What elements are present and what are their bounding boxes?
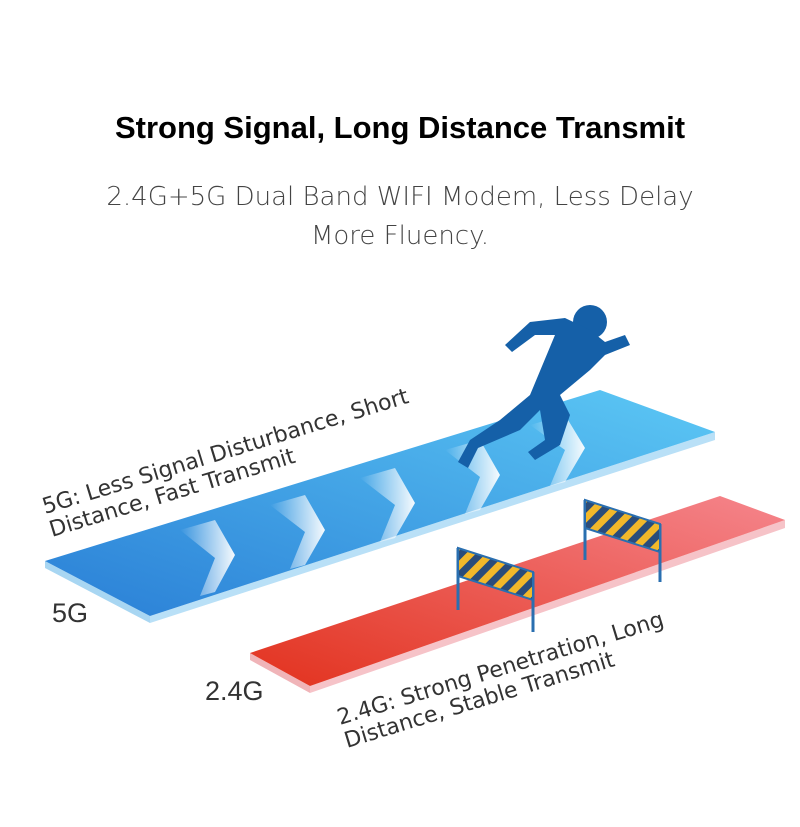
runner-icon <box>458 305 630 468</box>
hurdle <box>583 498 662 582</box>
subtitle: More Fluency. <box>311 221 489 251</box>
subtitle: 2.4G+5G Dual Band WIFI Modem, Less Delay <box>106 182 693 212</box>
band-label: 2.4G <box>205 676 264 706</box>
title: Strong Signal, Long Distance Transmit <box>115 110 685 145</box>
band-label: 5G <box>52 598 88 628</box>
hurdle <box>456 546 535 632</box>
